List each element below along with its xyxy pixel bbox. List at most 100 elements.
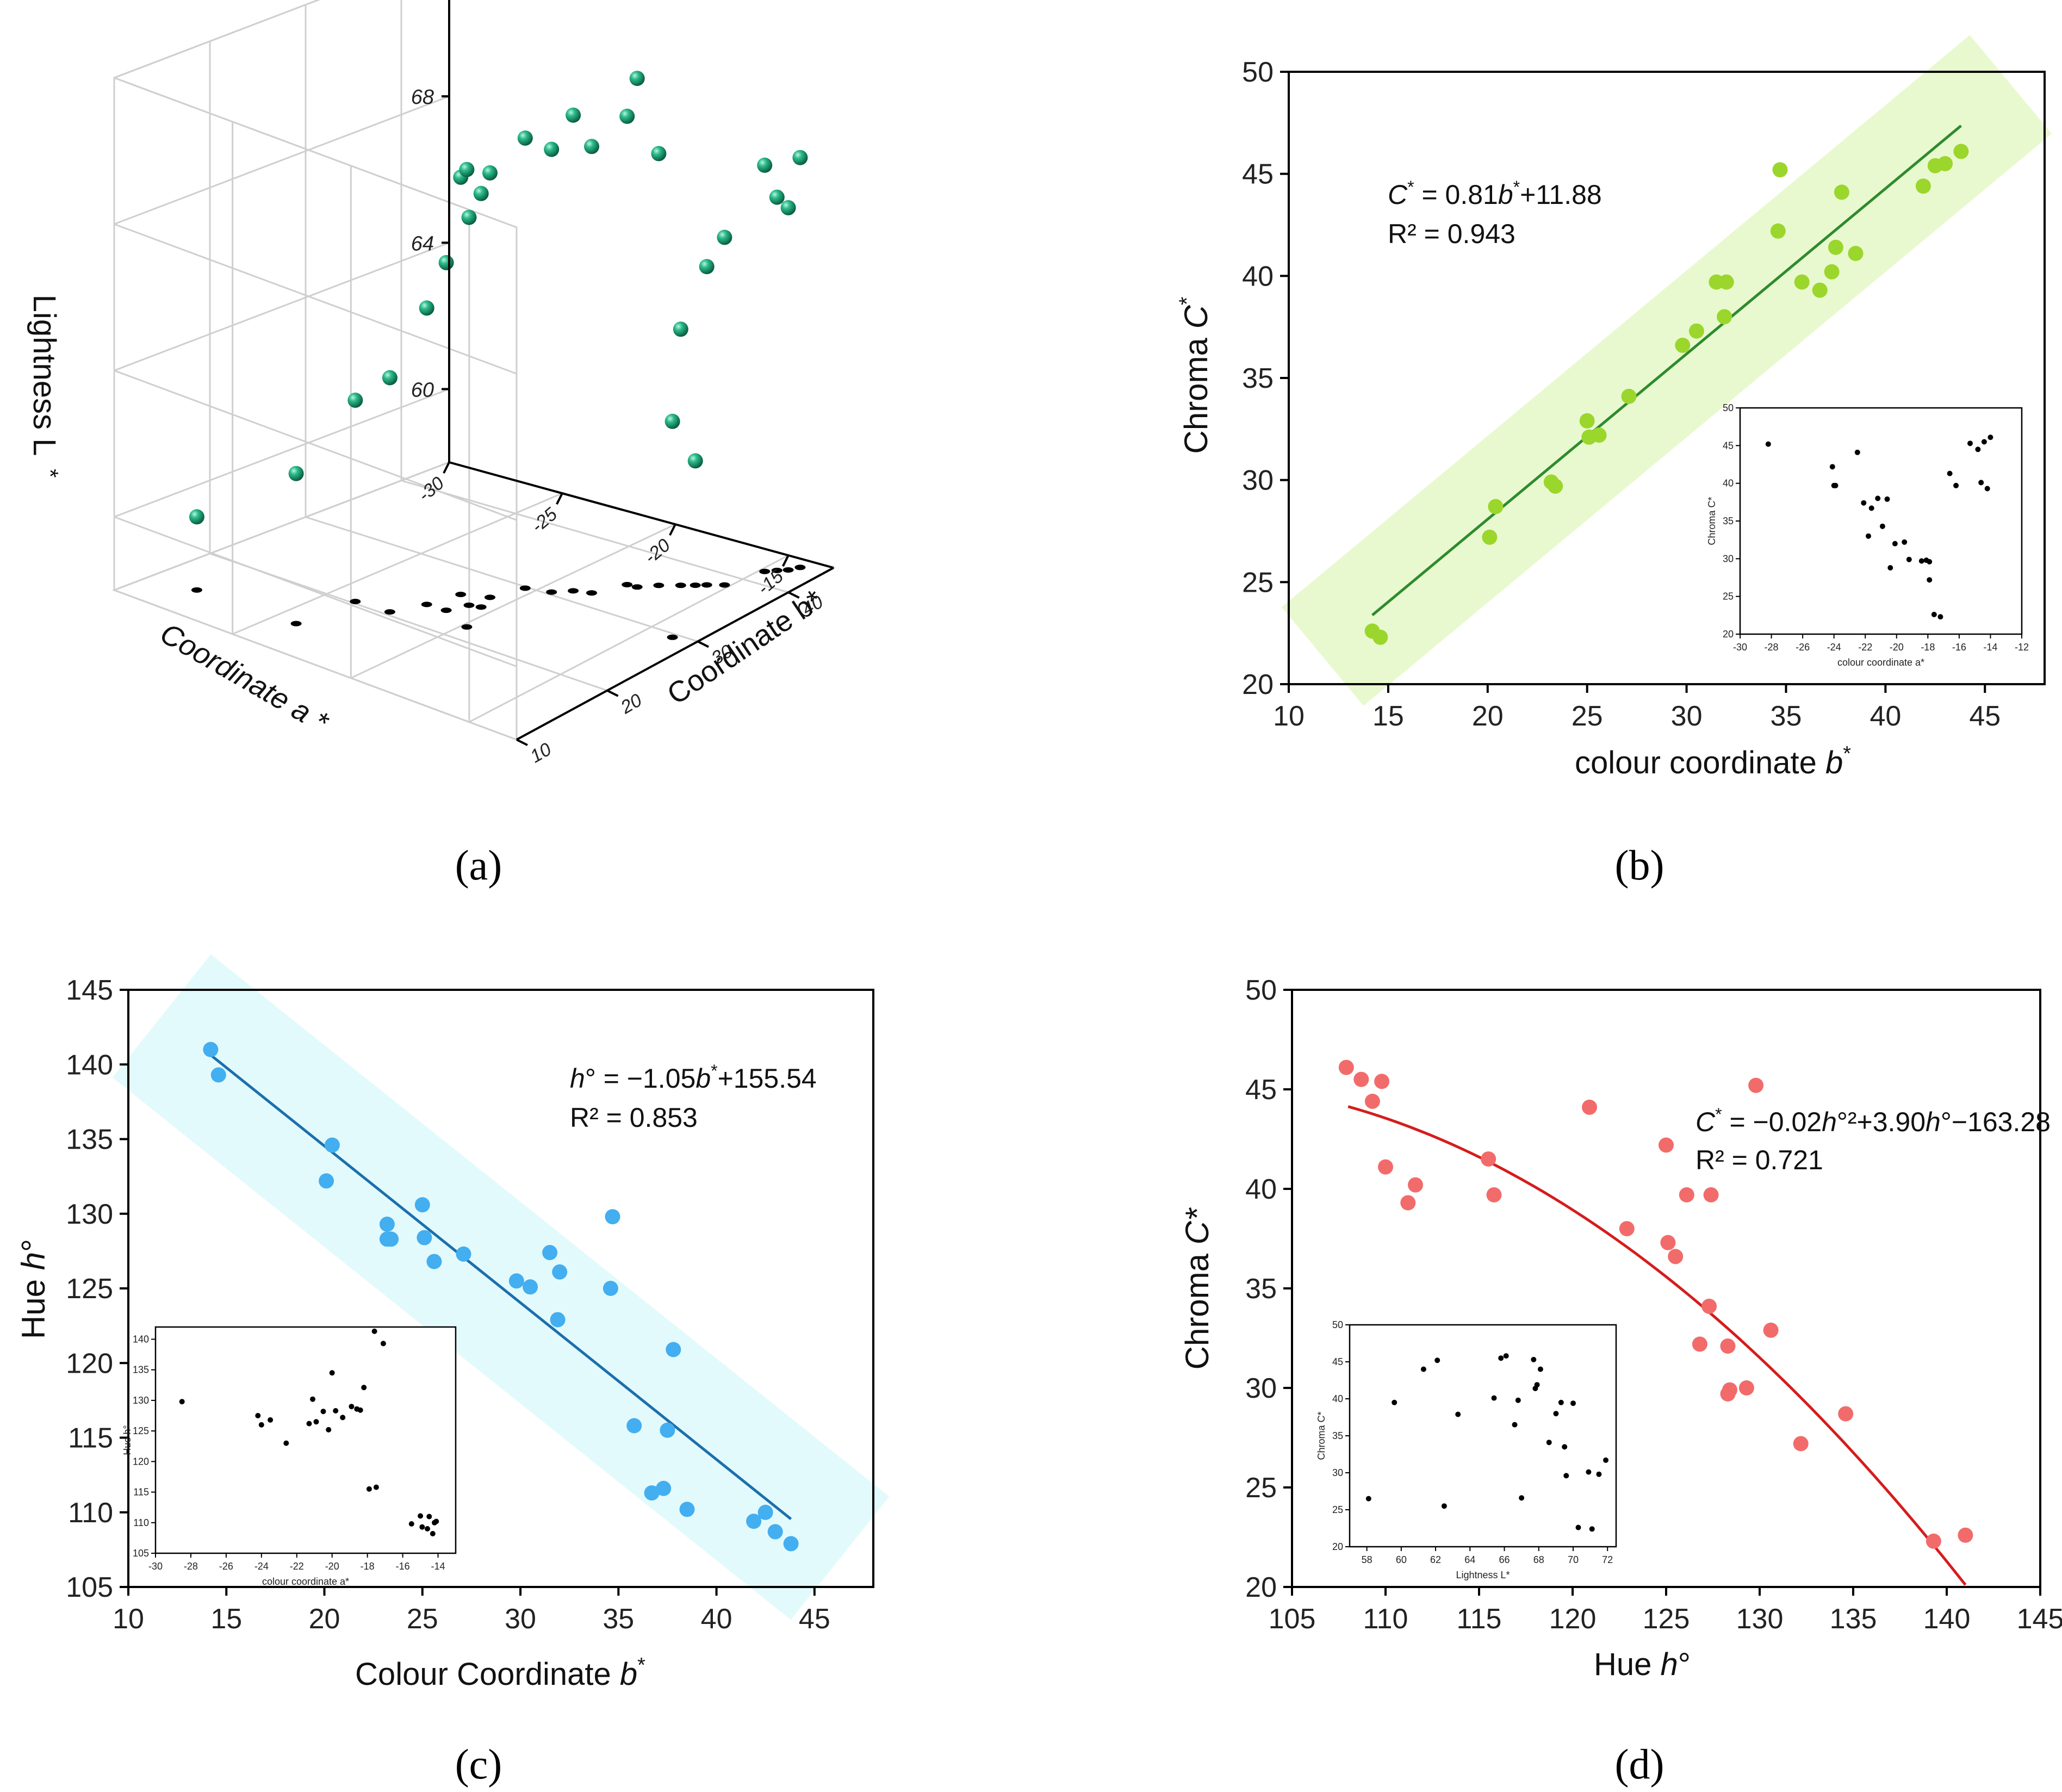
data-point	[523, 1279, 538, 1295]
grid-line	[114, 369, 517, 521]
inset-data-point	[419, 1524, 425, 1530]
point-shadow	[519, 585, 531, 591]
grid-line	[114, 461, 450, 591]
y-tick	[606, 689, 619, 697]
y-tick	[697, 640, 709, 648]
inset-x-tick-label: -14	[1983, 642, 1997, 653]
x-tick-label: 30	[1671, 700, 1703, 732]
y-axis-line	[516, 567, 834, 741]
inset-data-point	[1562, 1444, 1568, 1450]
inset-y-axis-title: Chroma C*	[1316, 1411, 1327, 1460]
y-tick-label: 45	[1242, 159, 1274, 190]
inset-y-tick-label: 45	[1332, 1356, 1343, 1367]
inset-data-point	[1854, 449, 1860, 455]
inset-y-tick-label: 135	[133, 1365, 149, 1375]
inset-y-tick-label: 20	[1723, 629, 1734, 640]
data-point	[1353, 1071, 1369, 1087]
data-point	[1400, 1195, 1416, 1211]
point-shadow	[586, 590, 597, 596]
inset-data-point	[329, 1370, 335, 1376]
inset-data-point	[1927, 577, 1933, 583]
inset-data-point	[1918, 558, 1924, 564]
sphere-point	[419, 300, 434, 316]
point-shadow	[384, 609, 395, 615]
inset-data-point	[1570, 1400, 1576, 1406]
z-axis-title: Lightness L	[27, 295, 62, 456]
inset-data-point	[1589, 1526, 1595, 1532]
x-tick-label: 25	[1572, 700, 1603, 732]
regression-equation: h° = −1.05b*+155.54 R² = 0.853	[570, 1061, 817, 1133]
data-point	[1838, 1406, 1854, 1422]
y-tick-label: 20	[617, 690, 645, 718]
fit-line	[209, 1054, 792, 1521]
y-tick-label: 30	[1242, 465, 1274, 497]
point-shadow	[653, 582, 664, 588]
inset-x-tick-label: 66	[1499, 1554, 1510, 1565]
data-point	[1688, 323, 1704, 339]
inset-data-point	[1537, 1366, 1543, 1372]
data-point	[1338, 1059, 1354, 1075]
z-tick-label: 60	[411, 379, 434, 401]
inset-data-point	[366, 1486, 372, 1492]
data-point	[319, 1173, 334, 1189]
inset-data-point	[430, 1531, 436, 1536]
inset-data-point	[1967, 441, 1973, 447]
data-point	[383, 1231, 399, 1247]
inset-y-tick-label: 40	[1723, 478, 1734, 489]
data-point	[1619, 1221, 1635, 1237]
x-tick-label: 15	[210, 1603, 242, 1635]
x-tick-label: 145	[2017, 1603, 2062, 1635]
x-tick-label: 10	[1273, 700, 1305, 732]
inset-box	[154, 1326, 457, 1554]
y-tick-label: 45	[1245, 1074, 1277, 1106]
x-tick-label: 105	[1269, 1603, 1316, 1635]
data-point	[1834, 184, 1849, 200]
data-point	[426, 1254, 442, 1269]
grid-line	[401, 480, 789, 593]
inset-data-point	[268, 1417, 274, 1423]
inset-x-tick-label: -16	[1952, 642, 1966, 653]
inset-data-point	[1975, 447, 1981, 452]
regression-equation: C* = −0.02h°²+3.90h°−163.28 R² = 0.721	[1695, 1105, 2051, 1175]
fit-line	[1371, 125, 1962, 616]
inset-data-point	[1491, 1395, 1497, 1401]
point-shadow	[690, 582, 701, 588]
inset-data-point	[1586, 1469, 1592, 1475]
y-tick-label: 40	[1245, 1174, 1277, 1205]
inset-data-point	[1603, 1457, 1608, 1463]
sphere-point	[482, 165, 498, 181]
data-point	[1659, 1137, 1674, 1153]
inset-data-point	[1927, 559, 1933, 565]
3d-grid	[111, 0, 836, 741]
inset-x-tick-label: -20	[325, 1561, 339, 1572]
y-tick-label: 120	[66, 1348, 113, 1379]
inset-data-point	[310, 1396, 315, 1402]
x-tick-label: 40	[701, 1603, 732, 1635]
data-point	[550, 1312, 566, 1328]
y-tick	[516, 739, 528, 746]
inset-data-point	[426, 1514, 432, 1520]
data-point	[1701, 1298, 1717, 1314]
inset-y-tick-label: 40	[1332, 1393, 1343, 1404]
inset-x-axis-title: colour coordinate a*	[1837, 657, 1924, 668]
x-tick-label: 40	[1870, 700, 1901, 732]
grid-line	[114, 388, 450, 518]
point-shadow	[622, 582, 633, 587]
data-point	[1812, 282, 1828, 298]
z-axis-title-star: *	[38, 469, 63, 478]
data-point	[1488, 499, 1504, 514]
data-point	[1953, 144, 1969, 159]
y-tick-label: 20	[1245, 1572, 1277, 1603]
x-tick-label: 110	[1363, 1603, 1408, 1635]
point-shadow	[568, 588, 579, 594]
data-point	[1482, 529, 1498, 545]
y-tick-label: 115	[68, 1423, 113, 1454]
sphere-point	[189, 509, 204, 525]
grid-line	[114, 589, 517, 741]
sphere-point	[517, 130, 533, 146]
inset-data-point	[1866, 533, 1871, 539]
inset-data-point	[1558, 1399, 1564, 1405]
data-point	[1718, 274, 1734, 290]
svg-text:h° = −1.05b*+155.54: h° = −1.05b*+155.54	[570, 1061, 817, 1094]
